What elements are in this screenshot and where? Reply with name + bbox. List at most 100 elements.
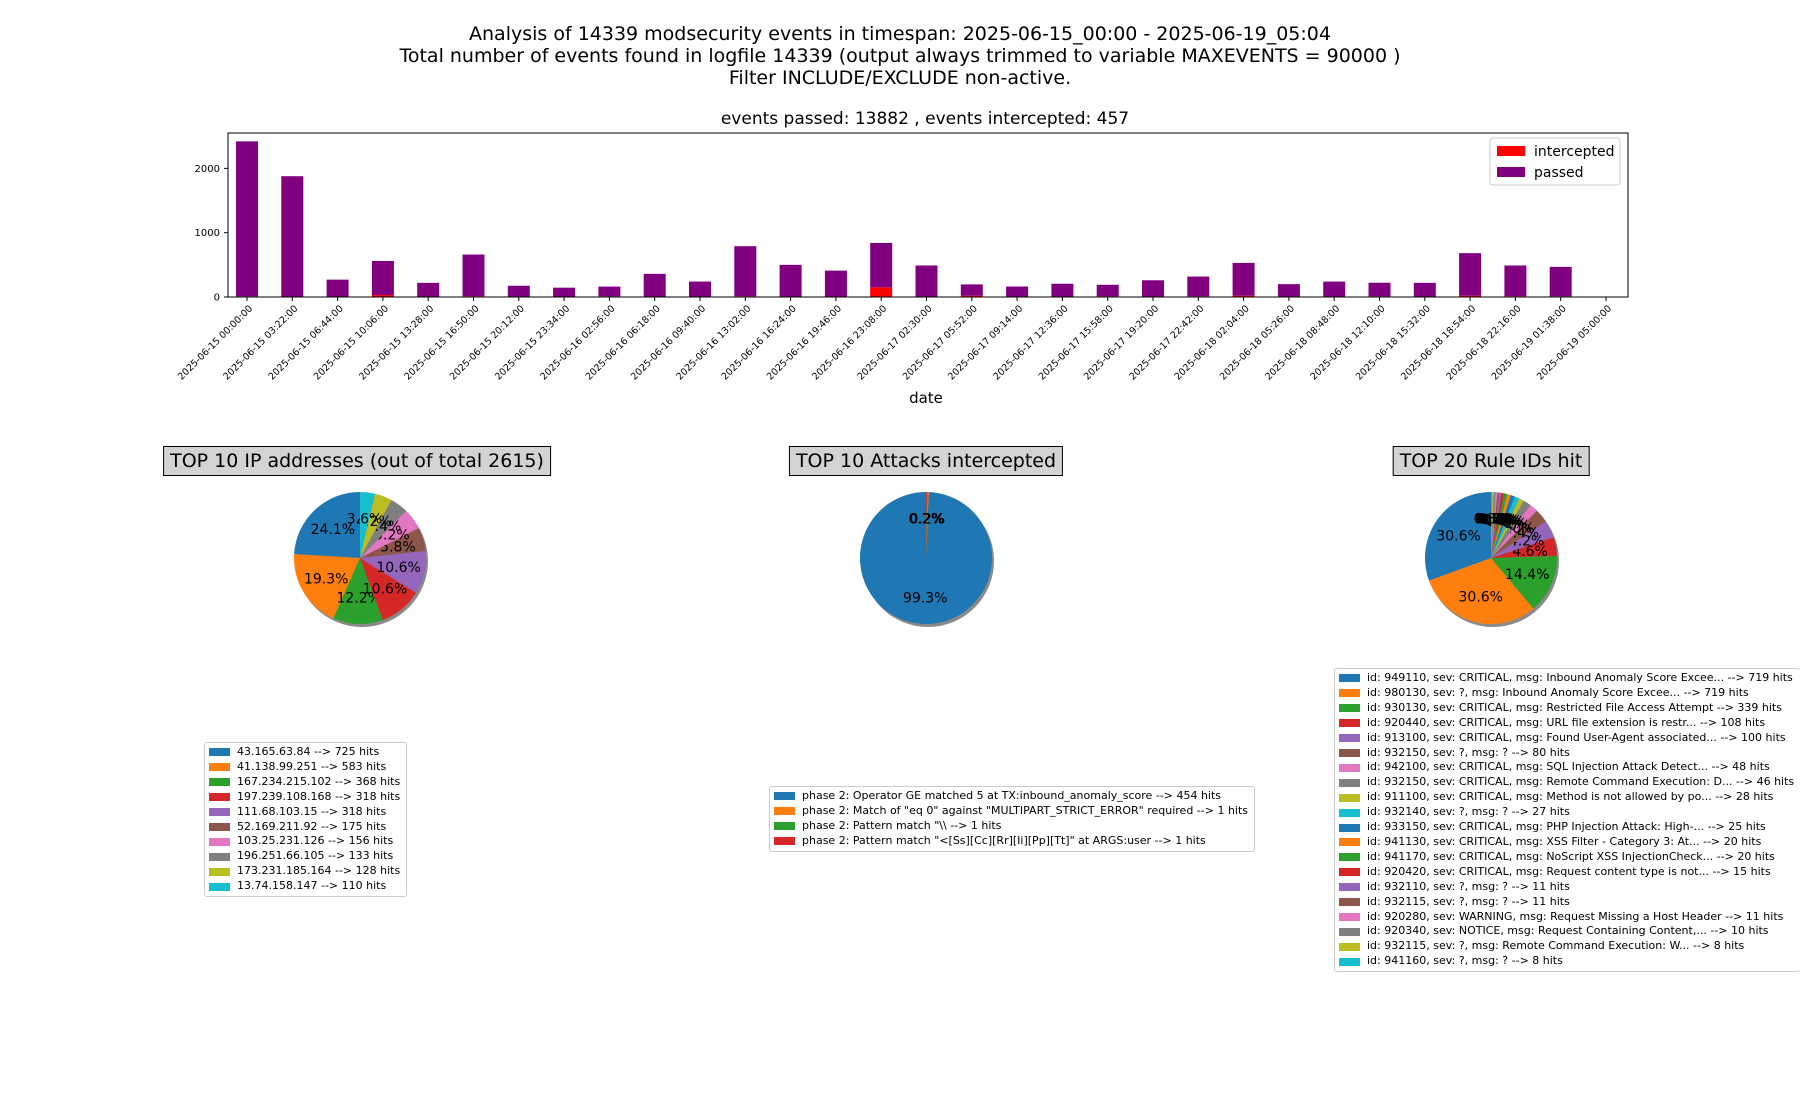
x-tick-label: 2025-06-16 06:18:00: [584, 303, 663, 382]
pie-slice: [1424, 492, 1491, 581]
legend-entry: phase 2: Pattern match "<[Ss][Cc][Rr][Ii…: [774, 834, 1248, 849]
x-tick-label: 2025-06-15 03:22:00: [221, 303, 300, 382]
bar-passed: [960, 284, 983, 296]
x-tick-label: 2025-06-16 09:40:00: [629, 303, 708, 382]
legend-label: id: 932115, sev: ?, msg: ? --> 11 hits: [1367, 894, 1570, 908]
legend-label: id: 920440, sev: CRITICAL, msg: URL file…: [1367, 715, 1766, 729]
x-tick-label: 2025-06-15 06:44:00: [267, 303, 346, 382]
y-tick-label: 1000: [195, 228, 220, 239]
pie-slice: [1491, 493, 1508, 558]
pie-slice: [360, 558, 417, 620]
x-tick-label: 2025-06-18 12:10:00: [1308, 303, 1387, 382]
legend-swatch: [1339, 838, 1360, 847]
x-tick-label: 2025-06-15 00:00:00: [176, 303, 255, 382]
legend-label: 197.239.108.168 --> 318 hits: [237, 789, 401, 803]
pie-slice: [1491, 495, 1515, 558]
analysis-title: Analysis of 14339 modsecurity events in …: [469, 23, 1331, 45]
legend-entry: id: 930130, sev: CRITICAL, msg: Restrict…: [1339, 701, 1794, 716]
pie-slice: [1491, 492, 1504, 558]
y-tick-label: 0: [214, 293, 220, 304]
legend-entry: phase 2: Pattern match "\\ --> 1 hits: [774, 819, 1248, 834]
pie-pct-label: 19.3%: [304, 572, 348, 588]
pie-1: 99.3%0.2%0.2%0.2%: [860, 492, 994, 627]
legend-swatch: [774, 822, 795, 831]
bar-passed: [507, 285, 530, 297]
legend-swatch: [209, 852, 230, 861]
legend-entry: phase 2: Match of "eq 0" against "MULTIP…: [774, 804, 1248, 819]
legend-swatch: [1339, 719, 1360, 728]
bar-passed: [689, 281, 711, 297]
legend-entry: 41.138.99.251 --> 583 hits: [209, 760, 400, 775]
pie-slice: [1491, 555, 1557, 609]
bar-intercepted: [1459, 295, 1482, 297]
legend-swatch: [209, 837, 230, 846]
legend-entry: id: 932140, sev: ?, msg: ? --> 27 hits: [1339, 805, 1794, 820]
legend-label: id: 932150, sev: ?, msg: ? --> 80 hits: [1367, 745, 1570, 759]
legend-swatch: [1339, 957, 1360, 966]
x-axis-label: date: [909, 389, 943, 407]
pie-pct-label: 14.4%: [1505, 567, 1549, 583]
pie-pct-label: 0.6%: [1480, 512, 1516, 528]
pie-slice: [1491, 498, 1524, 558]
legend-label: id: 913100, sev: CRITICAL, msg: Found Us…: [1367, 730, 1786, 744]
bar-passed: [734, 246, 757, 297]
legend-swatch: [774, 837, 795, 846]
pie-pct-label: 10.6%: [363, 582, 407, 598]
bar-passed: [824, 270, 847, 297]
pie-0: 24.1%19.3%12.2%10.6%10.6%5.8%5.2%4.4%4.2…: [294, 492, 428, 627]
legend-swatch: [1339, 778, 1360, 787]
pie-slice: [926, 492, 927, 558]
bar-passed: [915, 265, 938, 297]
legend-intercepted-swatch: [1497, 146, 1525, 156]
pie-slice: [360, 550, 427, 593]
legend-label: 52.169.211.92 --> 175 hits: [237, 819, 387, 833]
legend-label: id: 932110, sev: ?, msg: ? --> 11 hits: [1367, 879, 1570, 893]
pie-2: 30.6%30.6%14.4%4.6%4.2%3.4%2.0%2.0%1.2%1…: [1424, 492, 1559, 627]
legend-entry: 13.74.158.147 --> 110 hits: [209, 879, 400, 894]
bar-passed: [643, 273, 666, 297]
legend-intercepted-label: intercepted: [1534, 144, 1615, 160]
ip-pie-title: TOP 10 IP addresses (out of total 2615): [163, 446, 551, 476]
ip-legend: 43.165.63.84 --> 725 hits 41.138.99.251 -…: [204, 742, 408, 898]
x-tick-label: 2025-06-18 15:32:00: [1354, 303, 1433, 382]
pie-pct-label: 4.6%: [1512, 544, 1548, 560]
legend-label: id: 932150, sev: CRITICAL, msg: Remote C…: [1367, 775, 1795, 789]
legend-entry: id: 932150, sev: ?, msg: ? --> 80 hits: [1339, 746, 1794, 761]
legend-entry: id: 980130, sev: ?, msg: Inbound Anomaly…: [1339, 686, 1794, 701]
legend-entry: id: 920440, sev: CRITICAL, msg: URL file…: [1339, 716, 1794, 731]
legend-passed-swatch: [1497, 167, 1525, 177]
pie-slice: [1491, 492, 1498, 558]
pie-pct-label: 24.1%: [311, 522, 355, 538]
bar-passed: [326, 279, 349, 297]
legend-label: 167.234.215.102 --> 368 hits: [237, 774, 401, 788]
legend-label: id: 920340, sev: NOTICE, msg: Request Co…: [1367, 924, 1769, 938]
x-tick-label: 2025-06-18 08:48:00: [1263, 303, 1342, 382]
legend-label: id: 941130, sev: CRITICAL, msg: XSS Filt…: [1367, 834, 1762, 848]
legend-label: 13.74.158.147 --> 110 hits: [237, 879, 387, 893]
pie-slice: [360, 492, 376, 558]
legend-label: 103.25.231.126 --> 156 hits: [237, 834, 394, 848]
legend-swatch: [1339, 763, 1360, 772]
pie-slice: [1491, 510, 1546, 558]
pie-pct-label: 0.5%: [1477, 512, 1513, 528]
pie-slice: [1491, 521, 1554, 558]
bar-chart-title: events passed: 13882 , events intercepte…: [721, 109, 1129, 129]
legend-swatch: [774, 792, 795, 801]
pie-pct-label: 0.3%: [1474, 511, 1510, 527]
x-tick-label: 2025-06-15 10:06:00: [312, 303, 391, 382]
legend-swatch: [1339, 912, 1360, 921]
pie-charts: 24.1%19.3%12.2%10.6%10.6%5.8%5.2%4.4%4.2…: [294, 492, 1559, 627]
pie-pct-label: 30.6%: [1436, 528, 1480, 544]
x-tick-label: 2025-06-16 23:08:00: [810, 303, 889, 382]
pie-pct-label: 0.5%: [1479, 512, 1515, 528]
bar-passed: [870, 242, 893, 288]
pie-slice: [926, 492, 928, 558]
legend-swatch: [1339, 704, 1360, 713]
pie-pct-label: 5.8%: [380, 540, 416, 556]
pie-pct-label: 0.4%: [1475, 511, 1511, 527]
pie-pct-label: 0.2%: [910, 511, 946, 527]
legend-swatch: [209, 778, 230, 787]
legend-entry: id: 920420, sev: CRITICAL, msg: Request …: [1339, 865, 1794, 880]
x-tick-label: 2025-06-17 22:42:00: [1127, 303, 1206, 382]
legend-swatch: [774, 807, 795, 816]
